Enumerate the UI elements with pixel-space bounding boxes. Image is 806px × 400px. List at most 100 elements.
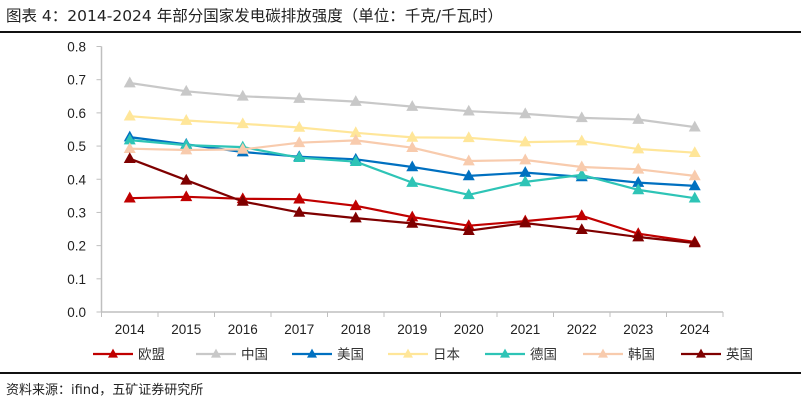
data-point-marker (236, 195, 249, 206)
data-point-marker (180, 190, 193, 202)
data-point-marker (632, 142, 645, 154)
data-point-marker (123, 142, 136, 154)
data-point-marker (462, 224, 475, 236)
y-tick-label: 0.5 (67, 139, 86, 154)
data-point-marker (462, 104, 475, 116)
data-point-marker (406, 216, 419, 228)
data-point-marker (406, 176, 419, 187)
y-tick-label: 0.1 (67, 272, 86, 287)
data-point-marker (180, 143, 193, 155)
legend-marker (598, 348, 608, 358)
legend-marker (696, 348, 706, 358)
data-point-marker (349, 95, 362, 106)
legend-marker (403, 348, 413, 358)
data-point-marker (688, 120, 701, 132)
series-4 (123, 133, 701, 203)
legend-marker (108, 348, 118, 358)
data-point-marker (180, 173, 193, 185)
y-tick-label: 0.4 (67, 172, 86, 187)
data-point-marker (519, 135, 532, 147)
data-point-marker (180, 114, 193, 125)
legend-item: 美国 (292, 347, 364, 363)
y-tick-label: 0.0 (67, 305, 86, 320)
x-tick-label: 2017 (284, 322, 314, 337)
data-point-marker (688, 146, 701, 158)
legend-label: 美国 (337, 347, 364, 363)
data-point-marker (688, 169, 701, 181)
data-point-marker (575, 168, 588, 180)
series-5 (123, 133, 701, 181)
data-point-marker (462, 154, 475, 166)
data-point-marker (688, 236, 701, 248)
data-point-marker (123, 76, 136, 88)
data-point-marker (293, 120, 306, 132)
data-point-marker (123, 191, 136, 203)
legend-item: 德国 (485, 347, 557, 363)
data-point-marker (123, 152, 136, 163)
legend-label: 英国 (726, 346, 753, 363)
data-point-marker (293, 92, 306, 103)
x-tick-label: 2020 (454, 322, 484, 337)
data-point-marker (462, 131, 475, 143)
data-point-marker (519, 216, 532, 228)
chart-title: 图表 4：2014-2024 年部分国家发电碳排放强度（单位：千克/千瓦时） (6, 7, 503, 25)
y-axis-ticks: 0.0 0.1 0.2 0.3 0.4 0.5 0.6 0.7 0.8 (67, 40, 102, 320)
data-point-marker (349, 155, 362, 166)
data-point-marker (632, 176, 645, 187)
legend-label: 欧盟 (138, 347, 165, 363)
data-point-marker (575, 209, 588, 221)
data-point-marker (293, 192, 306, 204)
legend-label: 德国 (530, 347, 557, 363)
x-tick-label: 2022 (567, 322, 597, 337)
legend-marker (307, 348, 317, 358)
legend-marker (500, 348, 510, 358)
data-point-marker (462, 169, 475, 181)
data-point-marker (632, 162, 645, 174)
y-tick-label: 0.3 (67, 205, 86, 220)
x-tick-label: 2019 (397, 322, 427, 337)
data-point-marker (406, 210, 419, 222)
data-point-marker (519, 153, 532, 165)
source-note: 资料来源：ifind，五矿证券研究所 (6, 383, 204, 398)
x-tick-label: 2023 (623, 322, 653, 337)
legend-label: 韩国 (628, 347, 655, 363)
data-point-marker (632, 183, 645, 195)
data-point-marker (406, 100, 419, 111)
legend-label: 日本 (433, 347, 460, 363)
chart-series (123, 76, 701, 248)
y-tick-label: 0.2 (67, 239, 86, 254)
series-3 (123, 109, 701, 158)
series-6 (123, 152, 701, 248)
x-tick-label: 2021 (510, 322, 540, 337)
data-point-marker (632, 230, 645, 242)
series-1 (123, 76, 701, 132)
legend-item: 中国 (196, 347, 268, 363)
data-point-marker (236, 89, 249, 101)
data-point-marker (349, 126, 362, 138)
data-point-marker (575, 160, 588, 172)
bottom-divider (0, 372, 801, 374)
y-tick-label: 0.6 (67, 106, 86, 121)
x-tick-label: 2015 (171, 322, 201, 337)
data-point-marker (575, 223, 588, 235)
data-point-marker (180, 84, 193, 96)
data-point-marker (406, 130, 419, 142)
x-tick-label: 2014 (115, 322, 146, 337)
data-point-marker (236, 117, 249, 129)
data-point-marker (688, 179, 701, 191)
data-point-marker (519, 175, 532, 187)
data-point-marker (236, 142, 249, 154)
data-point-marker (349, 133, 362, 145)
legend-item: 日本 (388, 347, 460, 363)
data-point-marker (406, 160, 419, 172)
x-tick-label: 2018 (341, 322, 371, 337)
x-axis-ticks: 2014 2015 2016 2017 2018 2019 2020 2021 2022 2023… (101, 312, 724, 337)
series-line (129, 157, 695, 245)
data-point-marker (406, 141, 419, 153)
data-point-marker (349, 211, 362, 223)
data-point-marker (293, 205, 306, 217)
data-point-marker (349, 199, 362, 211)
data-point-marker (519, 166, 532, 177)
data-point-marker (123, 109, 136, 121)
